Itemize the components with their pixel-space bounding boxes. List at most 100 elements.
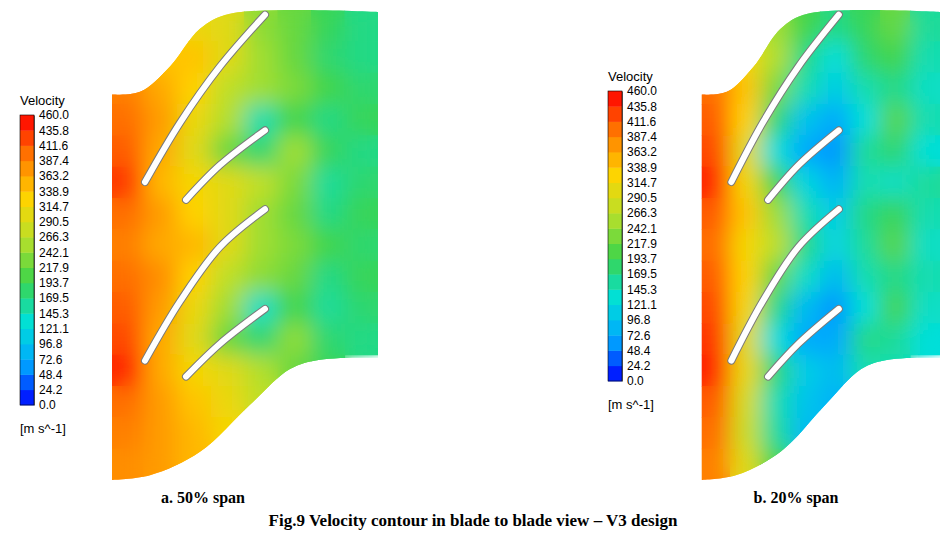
field-cell-base	[850, 10, 881, 42]
field-cell-base	[850, 355, 881, 387]
field-cell-base	[311, 41, 345, 73]
field-cell	[820, 73, 851, 105]
field-cell	[910, 261, 941, 293]
colorbar-tick-label: 0.0	[39, 398, 56, 412]
field-cell-base	[700, 198, 731, 230]
field-cell	[110, 355, 144, 387]
colorbar-tick-label: 242.1	[627, 222, 657, 236]
field-cell	[177, 198, 211, 230]
field-cell-base	[278, 229, 312, 261]
field-cell	[700, 355, 731, 387]
field-cell-base	[850, 198, 881, 230]
field-cell	[850, 10, 881, 42]
field-cell-base	[110, 135, 144, 167]
colorbar-tick: 363.2	[34, 169, 69, 183]
field-cell	[700, 73, 731, 105]
field-cell	[880, 73, 911, 105]
field-cell-base	[910, 229, 941, 261]
field-cell-base	[790, 386, 821, 418]
colorbar-tick: 435.8	[622, 100, 657, 114]
field-cell	[144, 449, 178, 481]
field-cell-base	[278, 292, 312, 324]
field-cell	[910, 292, 941, 324]
colorbar-tick-label: 169.5	[627, 267, 657, 281]
colorbar-tick-label: 72.6	[627, 329, 651, 343]
field-cell	[244, 167, 278, 199]
field-cell-base	[880, 229, 911, 261]
colorbar-tick: 145.3	[34, 307, 69, 321]
colorbar-tick: 121.1	[622, 298, 657, 312]
colorbar-tick: 338.9	[622, 161, 657, 175]
field-cell-base	[820, 167, 851, 199]
colorbar-tick: 242.1	[622, 222, 657, 236]
field-cell-base	[278, 167, 312, 199]
colorbar-band	[608, 350, 622, 366]
field-cell-base	[730, 41, 761, 73]
field-cell-base	[278, 261, 312, 293]
field-cell	[880, 355, 911, 387]
colorbar-tick-label: 435.8	[627, 100, 657, 114]
field-cell	[211, 104, 245, 136]
field-cell-base	[278, 104, 312, 136]
field-cell	[700, 449, 731, 481]
blades	[145, 15, 265, 377]
field-cell-base	[820, 41, 851, 73]
field-cell	[850, 355, 881, 387]
field-cell	[211, 292, 245, 324]
blades	[731, 15, 838, 377]
field-cell	[850, 198, 881, 230]
field-cell	[850, 41, 881, 73]
field-cell	[278, 198, 312, 230]
field-cell-base	[345, 229, 379, 261]
field-cell-base	[278, 41, 312, 73]
colorbar-band	[608, 106, 622, 122]
field-cell	[311, 104, 345, 136]
field-cell	[820, 167, 851, 199]
field-cell-base	[345, 198, 379, 230]
colorbar-tick: 96.8	[34, 337, 63, 351]
colorbar-tick-label: 217.9	[627, 237, 657, 251]
field-cell-base	[110, 292, 144, 324]
field-cell	[345, 323, 379, 355]
field-cell-base	[760, 41, 791, 73]
field-cell-base	[850, 104, 881, 136]
field-cell	[700, 417, 731, 449]
field-cell-base	[311, 10, 345, 42]
field-cell-base	[760, 386, 791, 418]
field-cell	[177, 386, 211, 418]
field-cell	[244, 41, 278, 73]
colorbar-band	[608, 335, 622, 351]
field-cell-base	[850, 41, 881, 73]
field-cell	[880, 10, 911, 42]
field-cell-base	[244, 386, 278, 418]
blade-edge	[145, 15, 265, 182]
blade	[145, 209, 265, 360]
field-cell	[278, 73, 312, 105]
field-cell	[730, 261, 761, 293]
field-cell	[700, 104, 731, 136]
field-cell-base	[244, 323, 278, 355]
colorbar-tick: 48.4	[622, 344, 651, 358]
field-cell-base	[820, 323, 851, 355]
field-cell-base	[244, 167, 278, 199]
field-cell	[311, 41, 345, 73]
colorbar-tick: 411.6	[622, 115, 656, 129]
field-cell	[110, 135, 144, 167]
colorbar-tick-label: 242.1	[39, 246, 69, 260]
field-cell-base	[700, 73, 731, 105]
field-cell	[790, 292, 821, 324]
field-cell	[700, 135, 731, 167]
colorbar-tick: 435.8	[34, 124, 69, 138]
field-cell-base	[880, 261, 911, 293]
field-cell-base	[700, 449, 731, 481]
field-base	[110, 10, 379, 481]
colorbar-band	[20, 268, 34, 284]
colorbar-tick: 193.7	[622, 252, 657, 266]
colorbar-tick-label: 96.8	[39, 337, 63, 351]
field-cell	[700, 292, 731, 324]
colorbar-tick-label: 121.1	[627, 298, 657, 312]
colorbar-band	[20, 359, 34, 375]
field-cell-base	[177, 10, 211, 42]
colorbar-tick: 460.0	[622, 84, 657, 98]
field-cell-base	[850, 323, 881, 355]
